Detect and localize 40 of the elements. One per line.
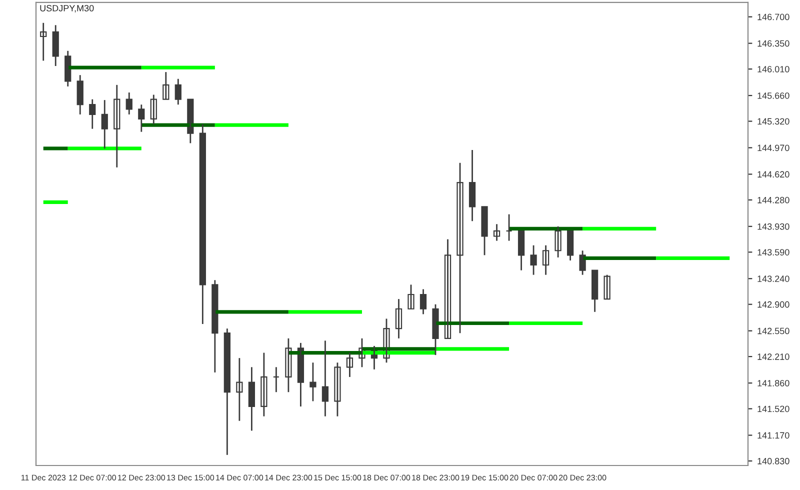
y-tick-label: 146.010 <box>758 66 790 72</box>
y-tick-label: 143.590 <box>758 249 790 256</box>
y-tick-label: 144.970 <box>758 144 790 152</box>
x-tick-label: 12 Dec 07:00 <box>69 474 116 480</box>
y-tick-label: 145.320 <box>758 118 790 125</box>
x-tick-label: 20 Dec 07:00 <box>510 474 558 480</box>
y-tick-label: 144.280 <box>758 196 790 204</box>
chart-title: USDJPY,M30 <box>40 5 94 12</box>
y-tick-label: 143.930 <box>758 223 790 230</box>
x-tick-label: 13 Dec 15:00 <box>167 474 214 480</box>
candlestick <box>481 206 488 256</box>
candlestick <box>272 366 280 393</box>
candlestick <box>408 284 414 310</box>
y-tick-label: 146.700 <box>758 14 790 20</box>
y-tick-label: 145.660 <box>758 92 790 99</box>
x-tick-label: 15 Dec 15:00 <box>314 474 362 480</box>
candlestick <box>310 362 316 402</box>
candlestick <box>554 226 562 258</box>
y-tick-label: 143.240 <box>758 276 790 282</box>
x-tick-label: 19 Dec 15:00 <box>461 474 508 480</box>
x-tick-label: 12 Dec 23:00 <box>118 474 166 480</box>
x-tick-label: 18 Dec 23:00 <box>412 474 460 480</box>
x-tick-label: 20 Dec 23:00 <box>559 474 606 480</box>
y-tick-label: 142.900 <box>758 301 790 308</box>
x-tick-label: 11 Dec 2023 <box>21 474 66 480</box>
candlestick <box>506 214 512 242</box>
x-tick-label: 14 Dec 23:00 <box>265 474 312 480</box>
y-tick-label: 140.830 <box>758 458 790 464</box>
candlestick <box>334 362 341 418</box>
candlestick <box>530 244 537 276</box>
y-tick-label: 141.170 <box>758 432 790 439</box>
y-tick-label: 142.210 <box>758 354 790 360</box>
candlestick <box>456 162 464 334</box>
y-tick-label: 141.520 <box>758 406 790 412</box>
y-tick-label: 141.860 <box>758 380 790 386</box>
y-tick-label: 142.550 <box>758 328 790 334</box>
y-tick-label: 146.350 <box>758 40 790 47</box>
x-tick-label: 14 Dec 07:00 <box>216 474 264 480</box>
y-tick-label: 144.620 <box>758 171 790 178</box>
x-tick-label: 18 Dec 07:00 <box>363 474 410 480</box>
